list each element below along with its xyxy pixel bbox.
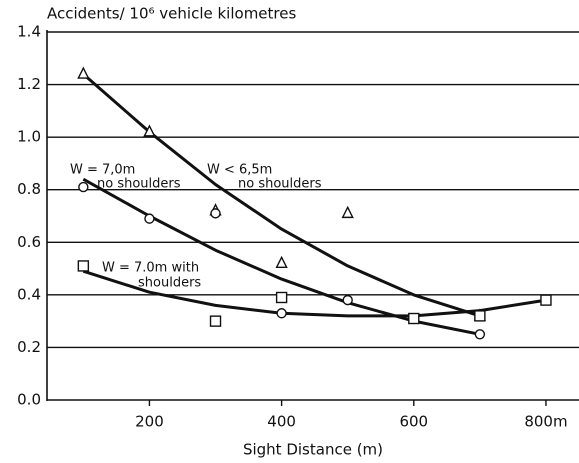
point-square xyxy=(540,294,552,306)
y-tick-label: 1.2 xyxy=(17,75,41,93)
annotation: W < 6,5m xyxy=(207,163,272,178)
annotation: shoulders xyxy=(138,276,201,291)
point-circle xyxy=(144,213,155,224)
point-circle xyxy=(276,308,287,319)
point-circle xyxy=(342,294,353,306)
point-square xyxy=(408,312,420,325)
y-tick-label: 1.0 xyxy=(17,128,41,146)
point-square xyxy=(275,291,288,304)
x-axis-label: Sight Distance (m) xyxy=(243,441,383,459)
y-tick-label: 0.2 xyxy=(17,338,41,356)
annotation: no shoulders xyxy=(97,177,181,192)
x-tick-label: 800m xyxy=(524,413,567,431)
y-tick-label: 0.8 xyxy=(17,180,41,198)
point-triangle xyxy=(77,66,90,79)
point-square xyxy=(77,260,90,272)
x-tick-label: 400 xyxy=(267,413,296,431)
point-triangle xyxy=(275,255,288,269)
point-triangle xyxy=(143,124,156,137)
fitted-curve xyxy=(82,269,547,318)
point-circle xyxy=(474,329,486,340)
y-tick-label: 0.0 xyxy=(17,391,41,409)
point-square xyxy=(474,310,486,322)
y-tick-label: 0.4 xyxy=(17,285,41,303)
point-circle xyxy=(78,181,89,193)
annotation: no shoulders xyxy=(238,177,322,192)
point-circle xyxy=(210,208,221,219)
annotation: W = 7,0m xyxy=(70,163,135,178)
chart-title: Accidents/ 10⁶ vehicle kilometres xyxy=(47,5,296,23)
y-tick-label: 1.4 xyxy=(17,23,41,41)
point-triangle xyxy=(341,205,354,219)
point-square xyxy=(209,315,222,327)
x-tick-label: 600 xyxy=(399,413,428,431)
y-tick-label: 0.6 xyxy=(17,233,41,251)
x-tick-label: 200 xyxy=(135,413,164,431)
annotation: W = 7.0m with xyxy=(102,261,199,276)
